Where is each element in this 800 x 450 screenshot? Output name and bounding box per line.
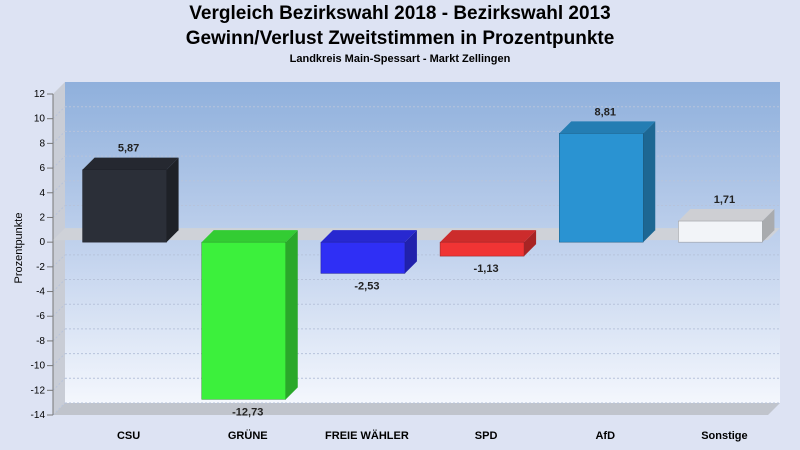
gridline-side xyxy=(52,279,66,292)
bar xyxy=(82,169,167,243)
y-tick-label: -4 xyxy=(36,287,45,298)
category-label: Sonstige xyxy=(701,430,747,442)
gridline-side xyxy=(52,402,66,416)
bar-top xyxy=(440,230,537,243)
data-label: 5,87 xyxy=(118,143,139,155)
y-axis-label: Prozentpunkte xyxy=(13,213,25,284)
y-tick-label: 4 xyxy=(39,188,45,199)
plot-area xyxy=(65,82,780,403)
bar xyxy=(320,241,406,274)
y-tick-label: -14 xyxy=(31,410,46,421)
y-tick-label: 8 xyxy=(39,138,45,149)
data-label: 1,71 xyxy=(714,194,735,206)
y-tick-label: -12 xyxy=(31,385,46,396)
gridline-side xyxy=(52,377,66,391)
bar-side xyxy=(166,157,179,243)
y-tick-label: 0 xyxy=(39,237,45,248)
bar-top xyxy=(559,121,656,134)
data-label: 8,81 xyxy=(595,106,616,118)
data-label: -1,13 xyxy=(474,263,499,275)
gridline-side xyxy=(52,155,66,169)
y-tick-label: -6 xyxy=(36,311,45,322)
bar-top xyxy=(201,230,298,243)
data-label: -2,53 xyxy=(354,280,379,292)
bar-side xyxy=(285,230,298,400)
category-label: CSU xyxy=(117,430,140,442)
y-tick-label: -10 xyxy=(31,361,46,372)
plot-side-wall xyxy=(53,82,65,415)
category-label: SPD xyxy=(475,430,498,442)
category-label: GRÜNE xyxy=(228,429,268,442)
gridline-side xyxy=(52,131,66,144)
bar-top xyxy=(678,209,775,222)
data-label: -12,73 xyxy=(232,406,263,418)
y-tick-label: 12 xyxy=(34,89,46,100)
bar-side xyxy=(524,230,537,257)
bar-top xyxy=(320,230,417,243)
bar-side xyxy=(643,121,656,243)
bar xyxy=(559,133,644,243)
gridline-side xyxy=(52,353,66,366)
y-tick-label: 6 xyxy=(39,163,45,174)
gridline-side xyxy=(52,106,66,120)
y-tick-label: -8 xyxy=(36,336,45,347)
chart-subtitle: Gewinn/Verlust Zweitstimmen in Prozentpu… xyxy=(185,28,615,49)
gridline-side xyxy=(52,180,66,194)
bar-side xyxy=(762,209,775,243)
chart-caption: Landkreis Main-Spessart - Markt Zellinge… xyxy=(289,53,511,65)
gridline-side xyxy=(52,303,66,317)
bar xyxy=(439,241,525,257)
bar-top xyxy=(82,157,179,170)
y-tick-label: 2 xyxy=(39,212,45,223)
category-label: AfD xyxy=(595,430,615,442)
chart-title: Vergleich Bezirkswahl 2018 - Bezirkswahl… xyxy=(189,3,611,24)
bar xyxy=(678,220,763,243)
bar xyxy=(201,241,286,400)
y-tick-label: 10 xyxy=(34,114,46,125)
category-label: FREIE WÄHLER xyxy=(325,429,409,442)
y-tick-label: -2 xyxy=(36,262,45,273)
gridline-side xyxy=(52,205,66,218)
bar-side xyxy=(404,230,417,274)
gridline-side xyxy=(52,254,66,268)
plot-floor xyxy=(53,403,780,415)
gridline-side xyxy=(52,328,66,342)
